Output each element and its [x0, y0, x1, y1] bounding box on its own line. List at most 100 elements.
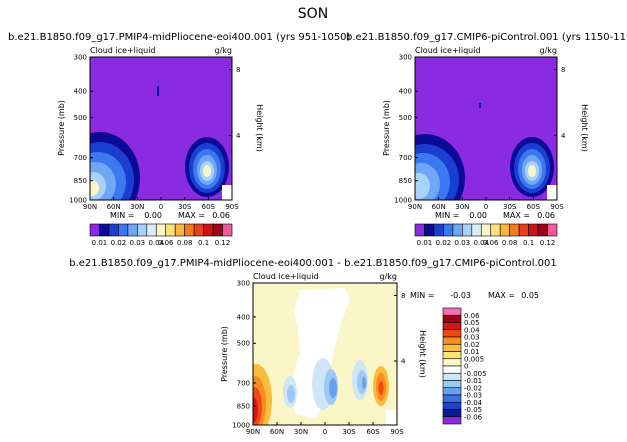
- panel-c-xtick-label: 90N: [246, 428, 260, 436]
- panel-c-colorbar-swatch: [442, 380, 462, 389]
- panel-a-colorbar-swatch: [146, 223, 157, 237]
- panel-c-positive-left: [253, 364, 272, 425]
- panel-a-colorbar-label: 0.03: [130, 239, 146, 247]
- panel-c-min-label: MIN =: [410, 291, 435, 300]
- panel-a-colorbar-swatch: [155, 223, 167, 237]
- panel-b-y2label: Height (km): [580, 104, 589, 152]
- panel-a-colorbar-swatch: [127, 223, 138, 237]
- panel-c-colorbar-swatch: [442, 416, 462, 425]
- panel-b-colorbar-label: 0.1: [523, 239, 534, 247]
- panel-a-units: g/kg: [215, 46, 232, 55]
- panel-b-left-cloud: [415, 134, 465, 200]
- panel-c-max-label: MAX =: [488, 291, 515, 300]
- panel-c-field: [253, 283, 397, 425]
- panel-c-land-mask: [386, 410, 397, 425]
- panel-c-ytick-label: 400: [237, 313, 250, 321]
- panel-c-y2label: Height (km): [418, 330, 427, 378]
- panel-b-xtick-label: 0: [484, 203, 488, 211]
- panel-c-colorbar-swatch: [442, 329, 462, 338]
- panel-a-colorbar-swatch: [165, 223, 176, 237]
- panel-a-colorbar-label: 0.02: [111, 239, 127, 247]
- panel-a-colorbar: 0.01 0.02 0.03 0.040.06 0.08 0.1 0.12: [89, 223, 233, 247]
- panel-difference: b.e21.B1850.f09_g17.PMIP4-midPliocene-eo…: [69, 258, 557, 436]
- panel-c-colorbar-label: -0.04: [464, 399, 483, 407]
- panel-b-ytick-label: 850: [399, 177, 412, 185]
- panel-c-units: g/kg: [380, 272, 397, 281]
- panel-c-colorbar-label: 0: [464, 363, 468, 371]
- panel-c-colorbar-label: 0.005: [464, 355, 484, 363]
- panel-c-colorbar-swatch: [442, 314, 462, 323]
- panel-c-xtick-label: 60N: [270, 428, 284, 436]
- panel-a-xtick-label: 60S: [202, 203, 216, 211]
- panel-c-colorbar-swatch: [442, 387, 462, 396]
- panel-a-ylabel: Pressure (mb): [57, 100, 66, 156]
- panel-b-colorbar-label: 0.06: [483, 239, 499, 247]
- panel-c-ytick-label: 850: [237, 402, 250, 410]
- panel-c-colorbar-label: 0.05: [464, 319, 480, 327]
- panel-c-xtick-label: 30N: [294, 428, 308, 436]
- panel-a-max-value: 0.06: [212, 211, 230, 220]
- panel-a-colorbar-swatch: [118, 223, 129, 237]
- panel-c-colorbar: 0.060.050.040.030.020.010.0050-0.005-0.0…: [442, 307, 487, 425]
- panel-b-colorbar-swatch: [537, 223, 548, 237]
- panel-b-right-cloud: [510, 137, 554, 197]
- panel-a-colorbar-swatch: [174, 223, 185, 237]
- panel-b-y2tick-label: 8: [561, 66, 565, 74]
- panel-c-title: b.e21.B1850.f09_g17.PMIP4-midPliocene-eo…: [69, 258, 557, 269]
- panel-pliocene: b.e21.B1850.f09_g17.PMIP4-midPliocene-eo…: [8, 32, 351, 247]
- panel-c-positive-right: [373, 366, 389, 406]
- panel-a-colorbar-swatch: [89, 223, 100, 237]
- panel-b-colorbar-label: 0.01: [417, 239, 433, 247]
- panel-c-colorbar-label: 0.02: [464, 341, 480, 349]
- panel-c-colorbar-label: 0.04: [464, 326, 480, 334]
- panel-a-y2tick-label: 4: [236, 132, 241, 140]
- figure-title: SON: [298, 6, 328, 22]
- panel-c-colorbar-label: -0.06: [464, 413, 483, 421]
- panel-b-ylabel: Pressure (mb): [382, 100, 391, 156]
- panel-b-axes: 90N 60N 30N 0 30S 60S 90S 300 400 500 700 850 1000 8 4: [394, 54, 566, 212]
- panel-a-colorbar-swatch: [193, 223, 204, 237]
- panel-c-xtick-label: 0: [323, 428, 327, 436]
- panel-b-colorbar-swatch: [433, 223, 444, 237]
- panel-a-title: b.e21.B1850.f09_g17.PMIP4-midPliocene-eo…: [8, 32, 351, 43]
- panel-c-colorbar-swatch: [442, 358, 462, 367]
- panel-c-colorbar-swatch: [442, 394, 462, 403]
- panel-c-ytick-label: 700: [237, 379, 250, 387]
- panel-a-colorbar-swatch: [99, 223, 110, 237]
- panel-a-ytick-label: 400: [74, 88, 87, 96]
- panel-b-colorbar-swatch: [443, 223, 454, 237]
- panel-b-ytick-label: 300: [399, 54, 412, 62]
- panel-b-colorbar-swatch: [462, 223, 473, 237]
- panel-b-xtick-label: 30S: [503, 203, 517, 211]
- panel-b-colorbar-swatch: [528, 223, 539, 237]
- panel-a-y2label: Height (km): [255, 104, 264, 152]
- panel-b-ytick-label: 1000: [394, 197, 412, 205]
- panel-b-colorbar-label: 0.02: [436, 239, 452, 247]
- panel-a-colorbar-swatch: [222, 223, 233, 237]
- panel-b-variable: Cloud ice+liquid: [415, 46, 481, 55]
- panel-c-colorbar-label: -0.05: [464, 406, 482, 414]
- panel-a-max-label: MAX =: [178, 211, 205, 220]
- panel-a-ytick-label: 500: [74, 114, 87, 122]
- panel-c-ytick-label: 500: [237, 340, 250, 348]
- panel-b-colorbar: 0.01 0.02 0.03 0.040.06 0.08 0.1 0.12: [414, 223, 558, 247]
- panel-a-xtick-label: 30S: [178, 203, 192, 211]
- panel-a-min-label: MIN =: [110, 211, 135, 220]
- panel-c-colorbar-label: -0.01: [464, 377, 482, 385]
- panel-c-variable: Cloud ice+liquid: [253, 272, 319, 281]
- panel-c-colorbar-swatch: [442, 351, 462, 360]
- panel-a-xtick-label: 90S: [225, 203, 239, 211]
- panel-a-colorbar-swatch: [203, 223, 214, 237]
- panel-b-ytick-label: 500: [399, 114, 412, 122]
- panel-b-field: [415, 57, 557, 200]
- panel-b-colorbar-swatch: [490, 223, 501, 237]
- panel-b-min-value: 0.00: [469, 211, 487, 220]
- panel-c-colorbar-swatch: [442, 322, 462, 331]
- panel-b-xtick-label: 60S: [527, 203, 541, 211]
- panel-a-field: [90, 57, 232, 200]
- panel-a-xtick-label: 30N: [130, 203, 144, 211]
- panel-b-title: b.e21.B1850.f09_g17.CMIP6-piControl.001 …: [346, 32, 627, 43]
- panel-a-xtick-label: 60N: [107, 203, 121, 211]
- panel-a-colorbar-label: 0.06: [158, 239, 174, 247]
